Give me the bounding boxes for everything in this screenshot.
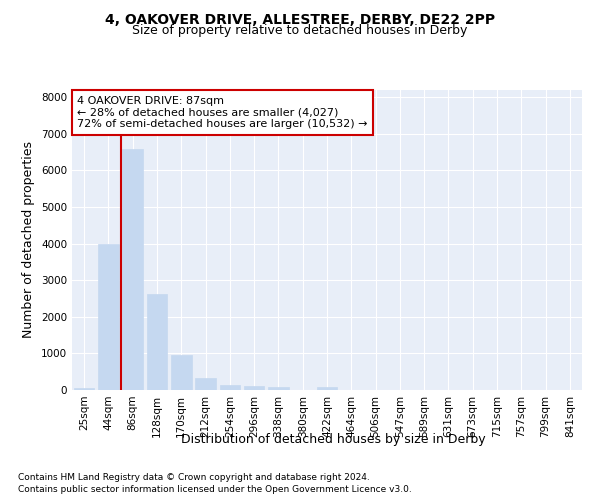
Text: Contains public sector information licensed under the Open Government Licence v3: Contains public sector information licen…: [18, 485, 412, 494]
Bar: [98, 244, 119, 390]
Bar: [195, 378, 216, 390]
Text: 4, OAKOVER DRIVE, ALLESTREE, DERBY, DE22 2PP: 4, OAKOVER DRIVE, ALLESTREE, DERBY, DE22…: [105, 12, 495, 26]
Bar: [220, 385, 240, 390]
Text: Distribution of detached houses by size in Derby: Distribution of detached houses by size …: [181, 432, 485, 446]
Y-axis label: Number of detached properties: Number of detached properties: [22, 142, 35, 338]
Bar: [268, 388, 289, 390]
Bar: [74, 388, 94, 390]
Bar: [146, 294, 167, 390]
Bar: [122, 148, 143, 390]
Bar: [244, 386, 265, 390]
Text: 4 OAKOVER DRIVE: 87sqm
← 28% of detached houses are smaller (4,027)
72% of semi-: 4 OAKOVER DRIVE: 87sqm ← 28% of detached…: [77, 96, 368, 129]
Text: Contains HM Land Registry data © Crown copyright and database right 2024.: Contains HM Land Registry data © Crown c…: [18, 472, 370, 482]
Bar: [317, 388, 337, 390]
Bar: [171, 355, 191, 390]
Text: Size of property relative to detached houses in Derby: Size of property relative to detached ho…: [133, 24, 467, 37]
